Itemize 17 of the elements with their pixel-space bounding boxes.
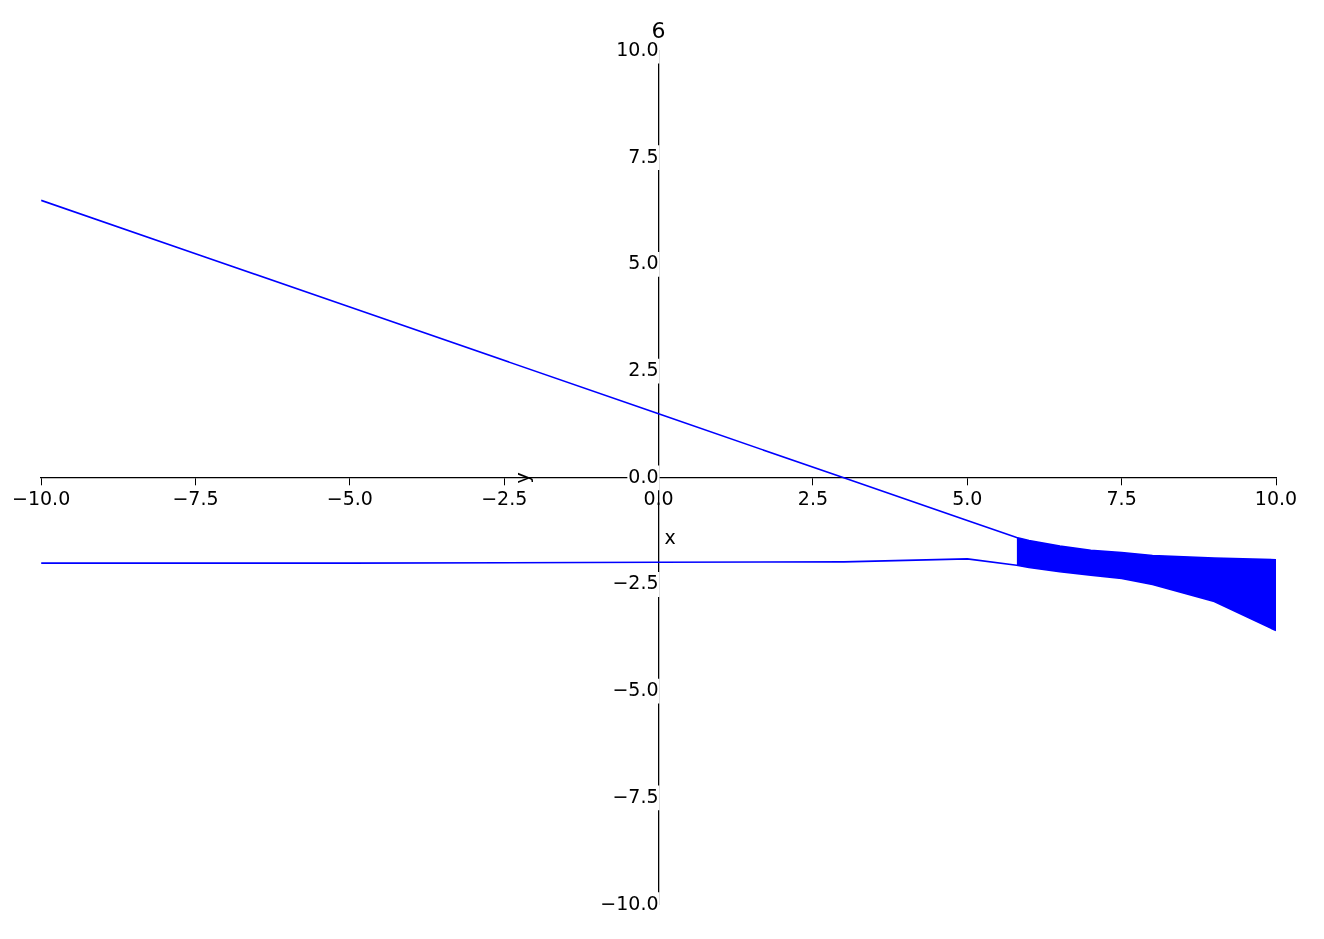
x-tick-label: 2.5 [797,487,829,510]
y-tick-label: −5.0 [612,678,659,701]
y-tick-label: −7.5 [612,784,659,807]
y-tick-label: −10.0 [600,891,659,914]
x-tick-label: −10.0 [12,487,71,510]
x-tick-label: 7.5 [1106,487,1137,510]
x-tick-label: −2.5 [481,487,528,510]
y-tick-label: 5.0 [628,251,659,274]
x-tick-label: 10.0 [1254,487,1298,510]
y-tick-label: 7.5 [628,144,659,167]
y-tick-label: 2.5 [628,358,659,381]
x-axis-title: x [664,526,676,549]
x-tick-label: −5.0 [326,487,373,510]
y-tick-label: −2.5 [612,571,659,594]
x-tick-label: 5.0 [952,487,983,510]
x-tick-label: −7.5 [172,487,219,510]
y-tick-label: 0.0 [628,464,659,487]
